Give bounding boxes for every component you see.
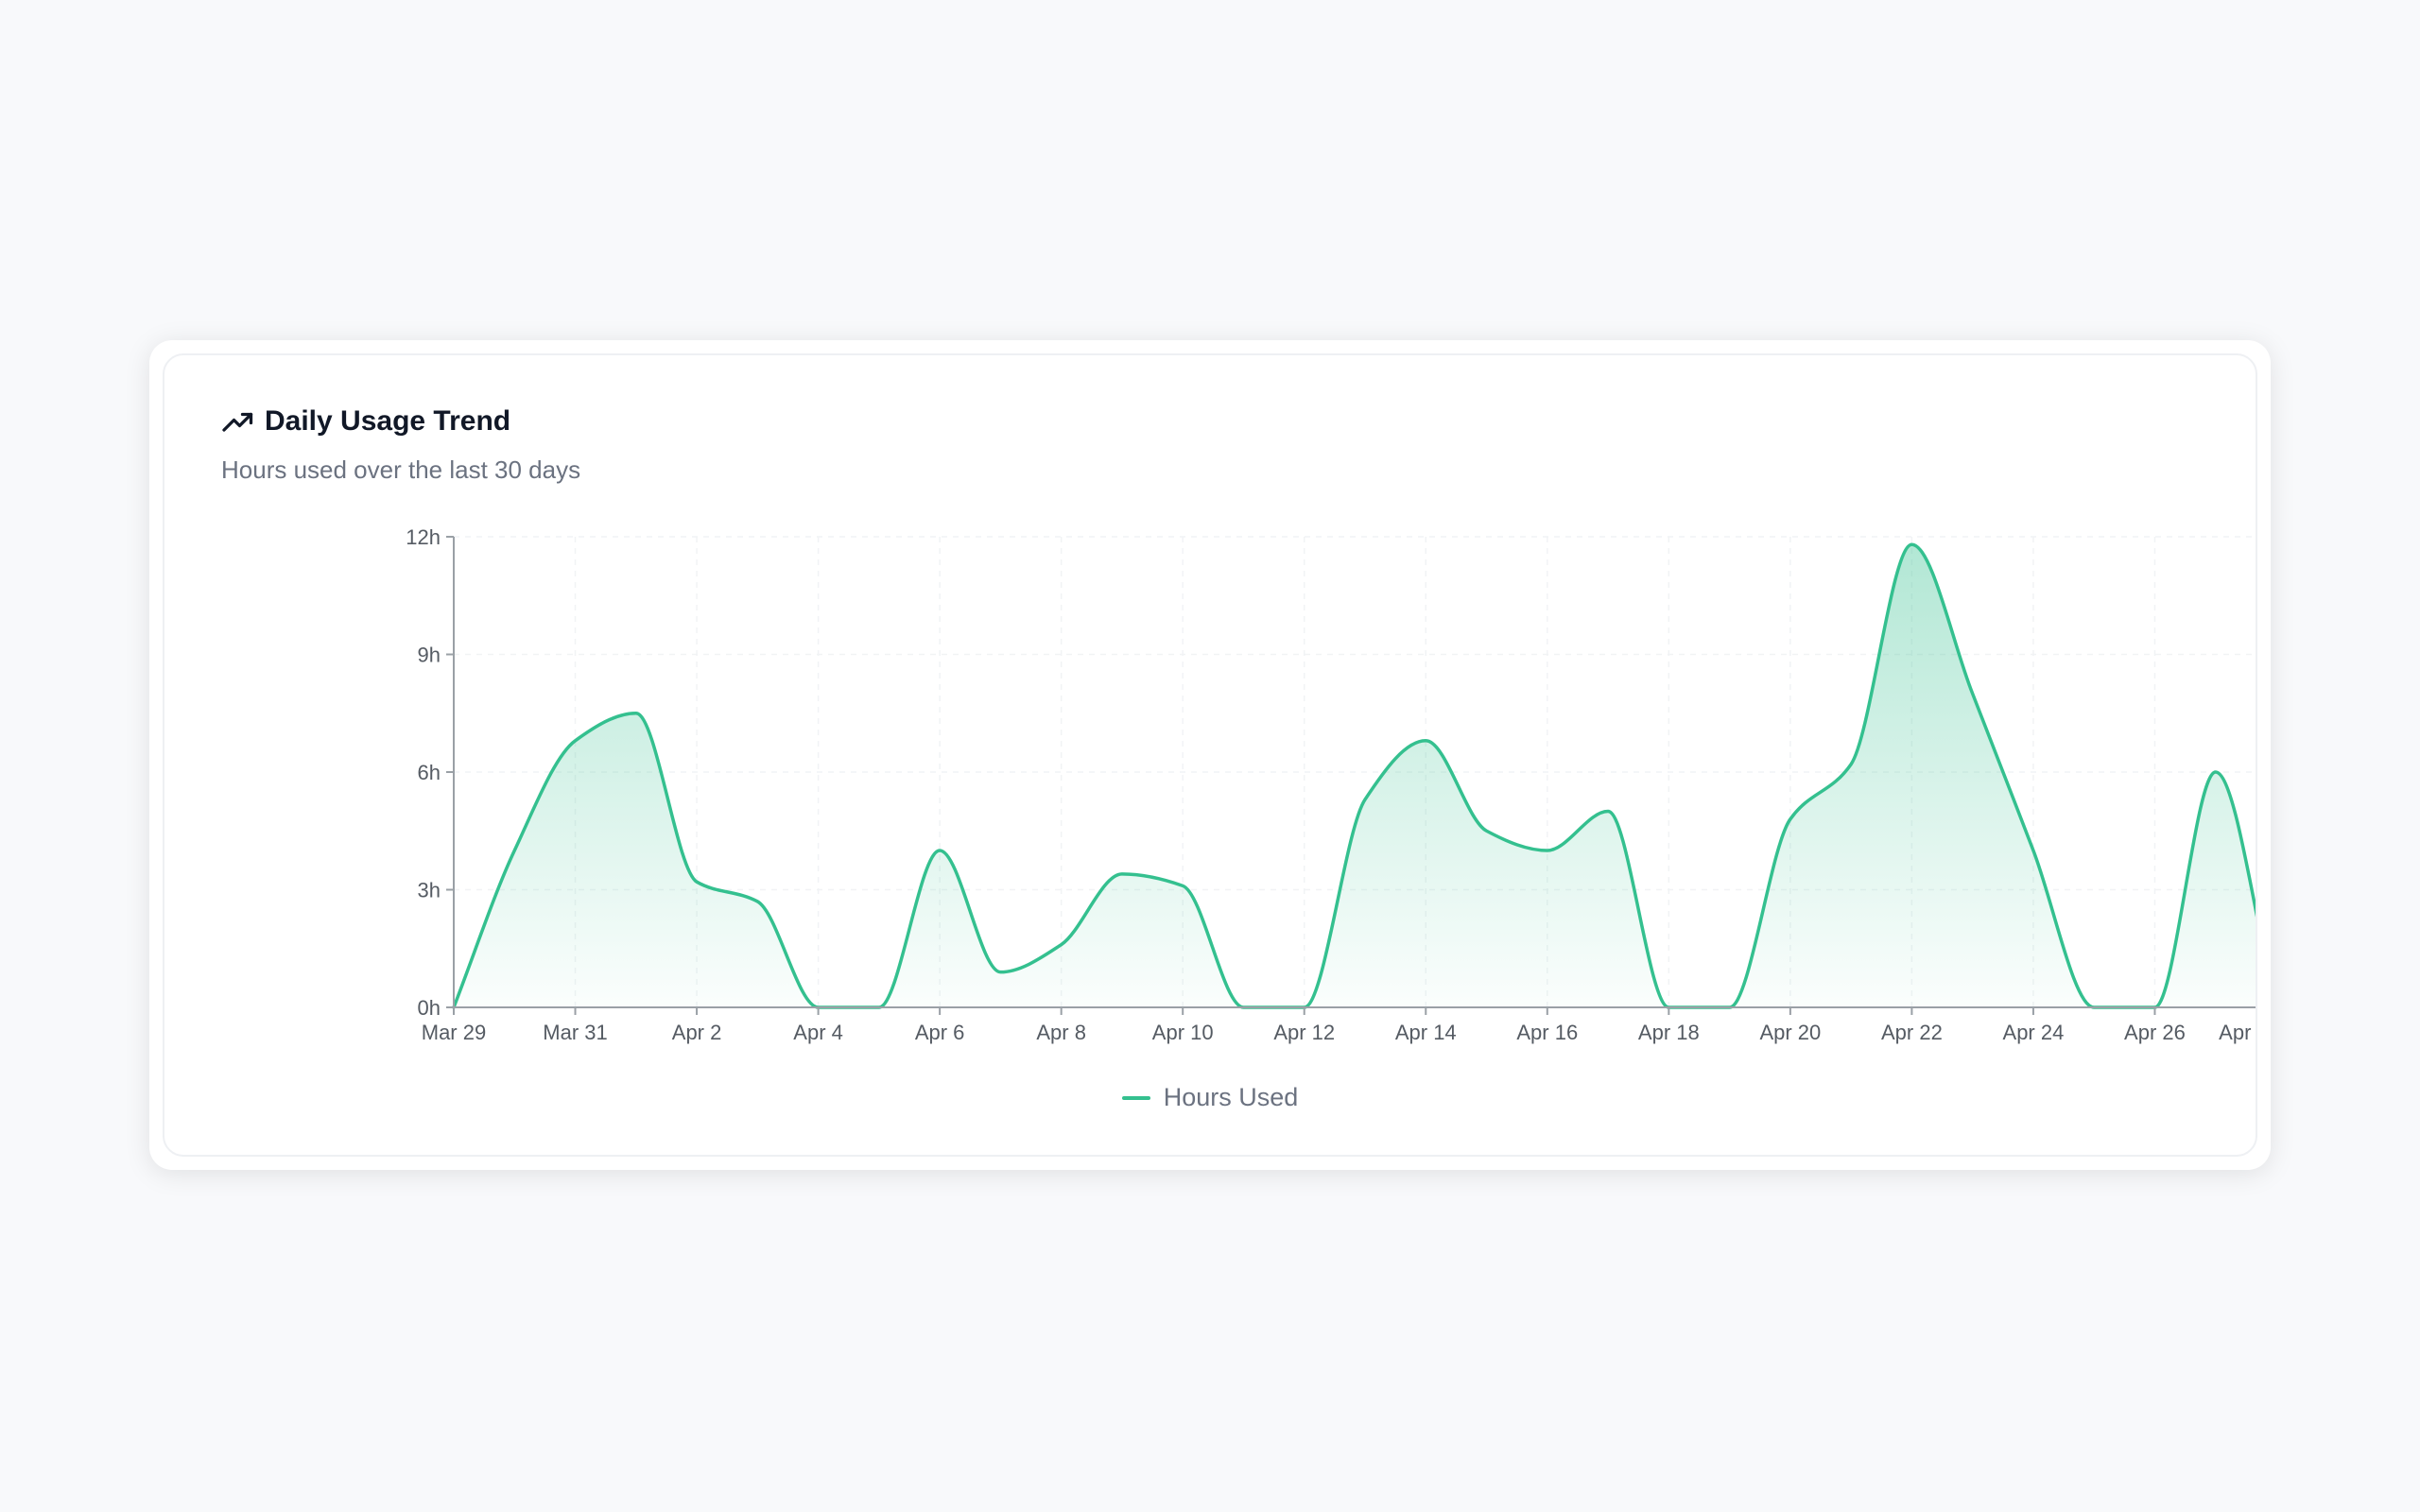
x-tick-label-9: Apr 16 (1516, 1021, 1578, 1044)
x-tick-label-10: Apr 18 (1638, 1021, 1700, 1044)
usage-area-chart: 0h 3h 6h 9h 12h Mar 29 Mar 31 Apr 2 Apr 4 Apr 6 Ap… (406, 525, 2256, 1044)
x-tick-label-8: Apr 14 (1395, 1021, 1457, 1044)
card-header: Daily Usage Trend (221, 404, 510, 438)
x-tick-label-4: Apr 6 (915, 1021, 965, 1044)
y-tick-label-1: 3h (418, 879, 441, 902)
y-tick-label-2: 6h (418, 761, 441, 784)
card-title: Daily Usage Trend (265, 405, 511, 437)
x-tick-label-12: Apr 22 (1881, 1021, 1943, 1044)
y-tick-label-3: 9h (418, 644, 441, 667)
chart-area-layer (452, 542, 2256, 1009)
trending-up-icon (222, 412, 253, 432)
y-tick-label-4: 12h (406, 525, 441, 549)
card-subtitle: Hours used over the last 30 days (221, 455, 581, 484)
x-tick-label-1: Mar 31 (543, 1021, 607, 1044)
x-tick-label-0: Mar 29 (422, 1021, 486, 1044)
x-tick-label-11: Apr 20 (1759, 1021, 1821, 1044)
x-tick-label-13: Apr 24 (2003, 1021, 2065, 1044)
x-tick-label-2: Apr 2 (672, 1021, 722, 1044)
chart-legend: Hours Used (164, 1083, 2256, 1112)
x-tick-label-6: Apr 10 (1152, 1021, 1214, 1044)
legend-swatch (1121, 1095, 1150, 1100)
usage-card: Daily Usage Trend Hours used over the la… (149, 340, 2271, 1170)
chart-axes: 0h 3h 6h 9h 12h Mar 29 Mar 31 Apr 2 Apr 4 Apr 6 Ap… (406, 525, 2256, 1044)
series-line-hours-used (452, 542, 2256, 1009)
y-tick-label-0: 0h (418, 996, 441, 1020)
series-area-hours-used (454, 544, 2256, 1007)
x-tick-label-15: Apr 28 (2219, 1021, 2256, 1044)
x-tick-label-5: Apr 8 (1036, 1021, 1086, 1044)
x-tick-label-3: Apr 4 (793, 1021, 843, 1044)
x-tick-label-7: Apr 12 (1273, 1021, 1335, 1044)
legend-label-hours-used: Hours Used (1163, 1083, 1299, 1111)
usage-card-inner: Daily Usage Trend Hours used over the la… (163, 353, 2257, 1157)
x-tick-label-14: Apr 26 (2124, 1021, 2186, 1044)
